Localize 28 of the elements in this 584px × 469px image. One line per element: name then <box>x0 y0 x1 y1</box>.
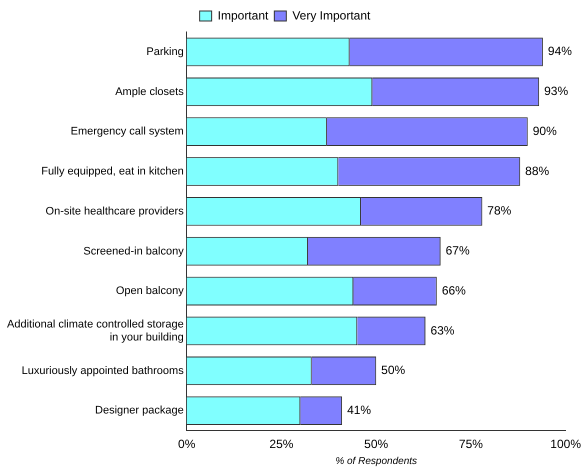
x-tick-label: 25% <box>269 437 294 452</box>
legend-label: Important <box>218 8 269 22</box>
total-label: 67% <box>446 244 470 258</box>
total-label: 93% <box>544 84 568 98</box>
y-tick-label: Screened-in balcony <box>83 245 184 258</box>
x-tick-label: 0% <box>178 437 196 452</box>
total-label: 66% <box>442 283 466 298</box>
y-tick-label: Luxuriously appointed bathrooms <box>22 364 184 377</box>
y-tick-label: On-site healthcare providers <box>46 205 184 218</box>
y-tick-label: Emergency call system <box>70 126 184 138</box>
y-tick-label: Parking <box>146 46 184 58</box>
total-label: 94% <box>548 44 572 58</box>
x-tick-label: 50% <box>364 437 389 452</box>
x-axis-title: % of Respondents <box>335 456 418 467</box>
y-tick-label: Open balcony <box>116 285 184 298</box>
total-label: 50% <box>381 363 406 378</box>
total-label: 78% <box>487 204 512 218</box>
y-tick-label: Fully equipped, eat in kitchen <box>41 166 184 178</box>
x-tick-label: 75% <box>458 437 484 452</box>
x-tick-label: 100% <box>550 437 582 452</box>
y-tick-label: Designer package <box>95 404 184 417</box>
total-label: 41% <box>347 402 372 417</box>
y-tick-label: Additional climate controlled storage in your building <box>6 318 184 344</box>
total-label: 90% <box>532 124 558 138</box>
y-tick-label: Ample closets <box>115 86 184 98</box>
total-label: 88% <box>525 164 550 178</box>
total-label: 63% <box>430 323 455 338</box>
legend-label: Very Important <box>292 8 372 22</box>
